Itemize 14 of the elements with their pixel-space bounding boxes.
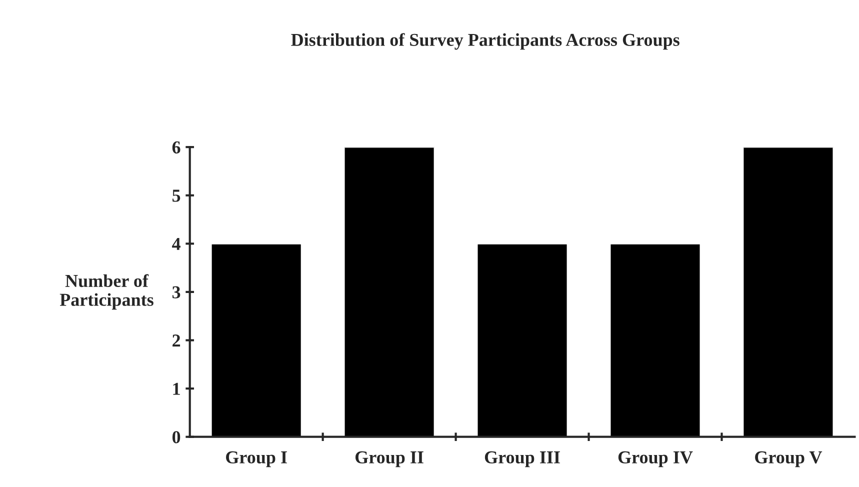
- y-tick-label: 0: [172, 431, 180, 444]
- y-tick-label: 1: [173, 382, 180, 395]
- y-tick-label: 5: [172, 190, 180, 202]
- y-tick-label: 6: [172, 141, 180, 154]
- x-tick-label: Group IV: [618, 451, 693, 468]
- x-tick-label: Group III: [484, 451, 560, 468]
- y-tick-label: 4: [172, 238, 180, 250]
- y-axis-title: Number of Participants: [60, 274, 154, 310]
- chart-title: Distribution of Survey Participants Across Groups: [291, 33, 680, 50]
- y-tick-label: 2: [172, 334, 180, 347]
- x-tick-label: Group I: [226, 451, 287, 468]
- x-tick-label: Group II: [355, 451, 424, 468]
- y-tick-label: 3: [172, 286, 180, 298]
- x-tick-label: Group V: [755, 451, 822, 468]
